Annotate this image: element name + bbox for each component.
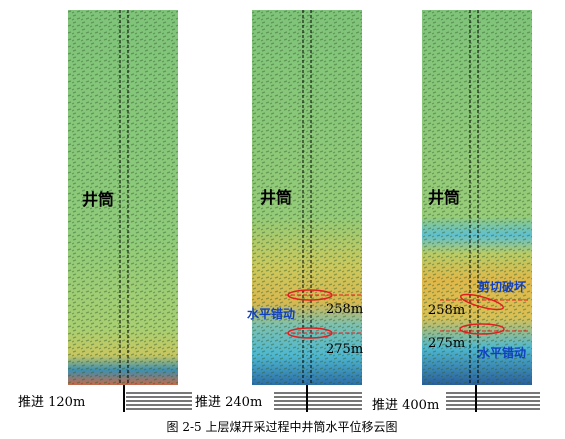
shaft-label: 井筒	[82, 190, 114, 209]
annotation: 水平错动	[478, 345, 526, 360]
depth-label: 258m	[326, 302, 363, 317]
texture	[422, 10, 532, 385]
depth-label: 275m	[326, 342, 363, 357]
highlight	[287, 327, 333, 339]
annotation: 水平错动	[247, 306, 295, 321]
highlight	[287, 289, 333, 301]
depth-label: 258m	[428, 303, 465, 318]
advance-label: 推进 240m	[195, 395, 262, 410]
annotation: 剪切破坏	[478, 279, 526, 294]
strata-bars	[126, 392, 192, 410]
caption: 图 2-5 上层煤开采过程中井筒水平位移云图	[167, 419, 398, 434]
shaft-label: 井筒	[260, 188, 292, 207]
strata-bars	[274, 392, 362, 410]
texture	[252, 10, 362, 385]
strata-bars	[446, 392, 540, 410]
highlight	[459, 293, 505, 311]
advance-label: 推进 400m	[372, 398, 439, 413]
shaft-label: 井筒	[428, 188, 460, 207]
highlight	[459, 323, 505, 335]
texture	[68, 10, 178, 385]
advance-label: 推进 120m	[18, 395, 85, 410]
depth-label: 275m	[428, 336, 465, 351]
